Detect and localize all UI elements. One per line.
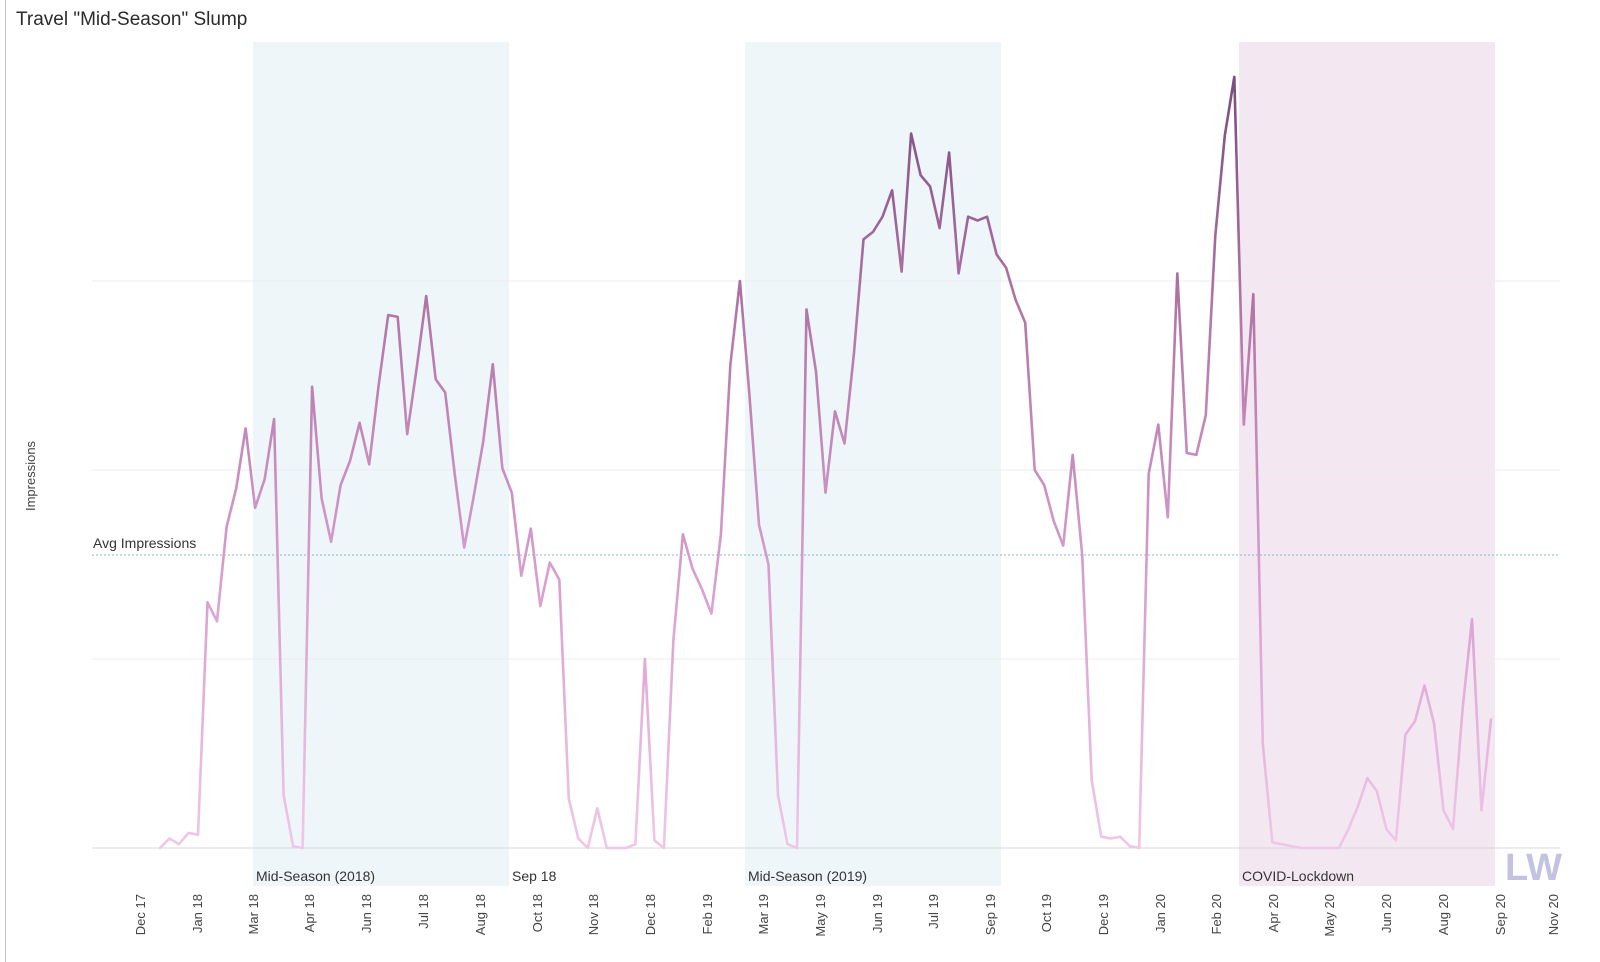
- x-tick-label: Feb 19: [700, 894, 715, 934]
- chart-title: Travel "Mid-Season" Slump: [16, 9, 248, 30]
- x-tick-label: Feb 20: [1209, 894, 1224, 934]
- watermark-logo: LW: [1505, 847, 1562, 889]
- x-tick-label: Jun 18: [359, 894, 374, 933]
- avg-reference-label: Avg Impressions: [93, 535, 196, 551]
- x-tick-label: Apr 18: [302, 894, 317, 932]
- x-tick-label: Oct 19: [1039, 894, 1054, 932]
- x-tick-label: Mar 18: [246, 894, 261, 934]
- x-tick-label: Apr 20: [1266, 894, 1281, 932]
- x-tick-label: Oct 18: [530, 894, 545, 932]
- x-tick-label: Dec 18: [643, 894, 658, 935]
- band-1: [253, 42, 509, 886]
- x-tick-label: Dec 19: [1096, 894, 1111, 935]
- band-2: [745, 42, 1001, 886]
- y-axis-label: Impressions: [23, 440, 38, 511]
- x-tick-label: Jan 20: [1153, 894, 1168, 933]
- x-tick-label: Sep 19: [983, 894, 998, 935]
- annotation-label-1: Sep 18: [512, 868, 557, 884]
- band-label-3: COVID-Lockdown: [1242, 868, 1354, 884]
- x-tick-label: Jul 19: [926, 894, 941, 929]
- x-tick-label: May 19: [813, 894, 828, 937]
- x-tick-label: Jul 18: [416, 894, 431, 929]
- x-tick-label: Jun 19: [870, 894, 885, 933]
- frame-border: [5, 0, 6, 962]
- x-tick-label: Nov 18: [586, 894, 601, 935]
- band-3: [1239, 42, 1495, 886]
- x-tick-label: Jan 18: [190, 894, 205, 933]
- x-tick-label: Dec 17: [133, 894, 148, 935]
- band-label-2: Mid-Season (2019): [748, 868, 867, 884]
- x-tick-label: Aug 18: [473, 894, 488, 935]
- x-tick-label: Aug 20: [1436, 894, 1451, 935]
- x-tick-label: May 20: [1322, 894, 1337, 937]
- x-tick-label: Nov 20: [1546, 894, 1561, 935]
- x-tick-label: Sep 20: [1493, 894, 1508, 935]
- band-label-1: Mid-Season (2018): [256, 868, 375, 884]
- series-line-impressions: [158, 75, 1493, 850]
- x-tick-label: Mar 19: [756, 894, 771, 934]
- x-tick-label: Jun 20: [1379, 894, 1394, 933]
